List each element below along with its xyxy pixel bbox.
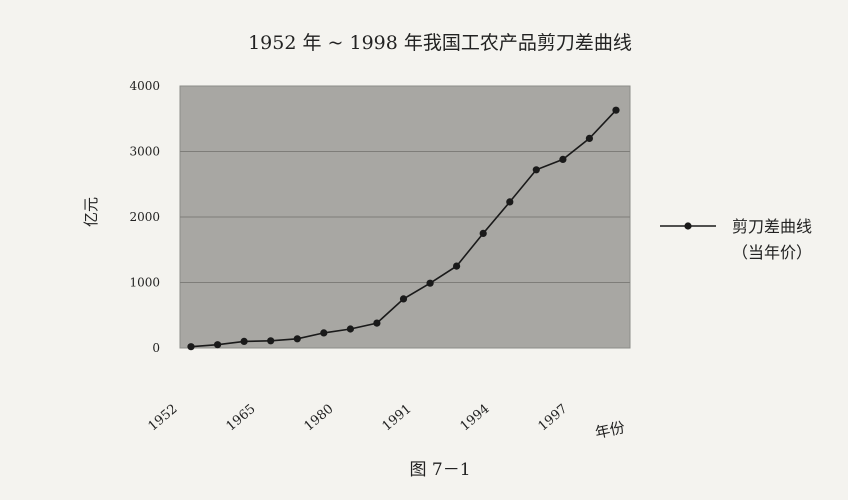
data-point bbox=[533, 166, 540, 173]
x-axis-label: 年份 bbox=[593, 418, 626, 442]
legend-marker bbox=[684, 222, 691, 229]
y-axis-ticks: 4000 3000 2000 1000 0 bbox=[129, 79, 160, 355]
legend-entry-line2: （当年价） bbox=[732, 243, 812, 262]
y-tick-label: 0 bbox=[152, 341, 160, 355]
data-point bbox=[294, 335, 301, 342]
data-point bbox=[400, 295, 407, 302]
y-tick-label: 2000 bbox=[129, 210, 160, 224]
data-point bbox=[453, 263, 460, 270]
y-tick-label: 4000 bbox=[129, 79, 160, 93]
data-point bbox=[586, 135, 593, 142]
x-tick-label: 1965 bbox=[224, 402, 259, 435]
legend-entry-line1: 剪刀差曲线 bbox=[732, 217, 812, 236]
data-point bbox=[214, 341, 221, 348]
data-point bbox=[427, 280, 434, 287]
chart-title: 1952 年 ~ 1998 年我国工农产品剪刀差曲线 bbox=[248, 32, 632, 54]
x-tick-label: 1994 bbox=[458, 402, 493, 435]
y-tick-label: 1000 bbox=[129, 276, 160, 290]
data-point bbox=[320, 329, 327, 336]
data-point bbox=[506, 198, 513, 205]
x-tick-label: 1980 bbox=[302, 402, 337, 435]
data-point bbox=[241, 338, 248, 345]
x-tick-label: 1952 bbox=[146, 402, 181, 435]
y-tick-label: 3000 bbox=[129, 145, 160, 159]
data-point bbox=[267, 337, 274, 344]
x-axis-ticks: 1952 1965 1980 1991 1994 1997 bbox=[146, 402, 571, 435]
data-point bbox=[187, 343, 194, 350]
data-point bbox=[559, 156, 566, 163]
y-axis-label: 亿元 bbox=[82, 197, 100, 227]
data-point bbox=[347, 325, 354, 332]
data-point bbox=[373, 320, 380, 327]
figure-caption: 图 7－1 bbox=[409, 460, 470, 480]
legend: 剪刀差曲线 （当年价） bbox=[660, 217, 812, 262]
data-point bbox=[480, 230, 487, 237]
x-tick-label: 1991 bbox=[380, 402, 415, 435]
x-tick-label: 1997 bbox=[536, 402, 571, 435]
data-point bbox=[612, 107, 619, 114]
